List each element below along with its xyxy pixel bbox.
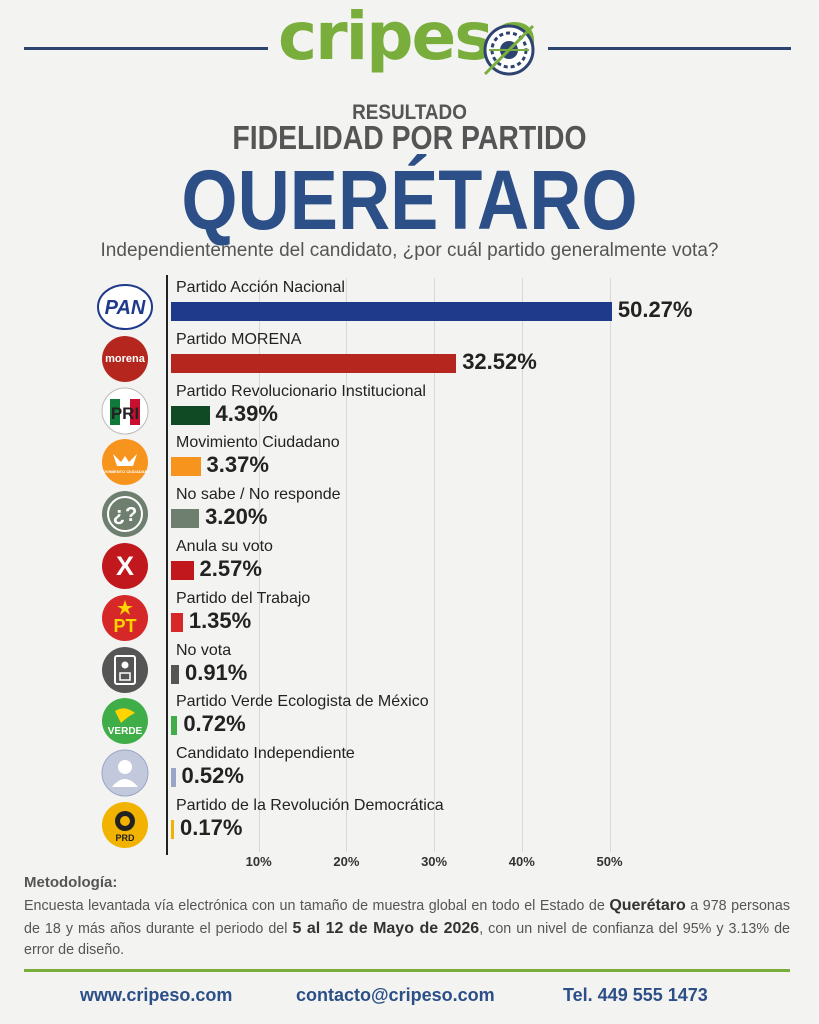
y-axis-line: [166, 275, 168, 855]
pretitle: RESULTADO: [352, 101, 467, 124]
svg-text:X: X: [116, 551, 134, 581]
svg-text:PT: PT: [113, 616, 136, 636]
category-label: Partido Revolucionario Institucional: [176, 382, 426, 400]
bar-row: VERDE Partido Verde Ecologista de México 0…: [0, 693, 819, 749]
prd-logo-icon: PRD: [101, 801, 149, 849]
bar-row: PAN Partido Acción Nacional 50.27%: [0, 279, 819, 335]
svg-text:morena: morena: [105, 353, 146, 365]
svg-text:MOVIMIENTO CIUDADANO: MOVIMIENTO CIUDADANO: [101, 469, 149, 474]
bar-row: MOVIMIENTO CIUDADANO Movimiento Ciudadano…: [0, 434, 819, 490]
x-tick-label: 50%: [596, 854, 623, 869]
bar-row: ¿? No sabe / No responde 3.20%: [0, 486, 819, 542]
bar-row: PRD Partido de la Revolución Democrática 0…: [0, 797, 819, 853]
bar: [171, 820, 174, 839]
value-label: 1.35%: [188, 607, 252, 633]
person-icon: [101, 749, 149, 797]
methodology-text-3: , con un nivel de confianza del 95% y 3.…: [24, 920, 791, 959]
category-label: Partido Acción Nacional: [176, 279, 345, 296]
target-icon: [483, 24, 535, 76]
value-label: 3.20%: [205, 504, 268, 530]
svg-text:PAN: PAN: [105, 297, 146, 319]
footer-rule: [24, 969, 790, 972]
value-label: 2.57%: [199, 556, 262, 581]
bar-row: X Anula su voto 2.57%: [0, 538, 819, 594]
category-label: Anula su voto: [176, 538, 273, 555]
category-label: Candidato Independiente: [176, 745, 355, 763]
value-label: 3.37%: [206, 452, 269, 478]
gridline: [521, 278, 523, 852]
value-label: 0.72%: [183, 711, 246, 737]
category-label: Partido de la Revolución Democrática: [176, 797, 444, 814]
cross-icon: X: [101, 542, 149, 590]
bar-row: morena Partido MORENA 32.52%: [0, 331, 819, 387]
bar: [171, 302, 612, 321]
footer-website-link[interactable]: www.cripeso.com: [80, 985, 233, 1005]
bar-row: PRI Partido Revolucionario Institucional 4…: [0, 383, 819, 439]
bar-row: PT Partido del Trabajo 1.35%: [0, 590, 819, 646]
bar: [171, 612, 183, 632]
survey-question: Independientemente del candidato, ¿por c…: [100, 240, 719, 261]
methodology-text-1: Encuesta levantada vía electrónica con u…: [24, 897, 605, 914]
category-label: Partido MORENA: [176, 330, 302, 348]
pri-logo-icon: PRI: [101, 387, 149, 435]
gridline: [609, 278, 611, 852]
x-tick-label: 20%: [333, 854, 360, 869]
cripeso-logo: cripeso: [278, 4, 540, 88]
methodology-state: Querétaro: [609, 896, 686, 914]
category-label: Movimiento Ciudadano: [176, 434, 340, 452]
methodology: Metodología: Encuesta levantada vía elec…: [24, 872, 790, 961]
bar-row: Candidato Independiente 0.52%: [0, 745, 819, 801]
pt-logo-icon: PT: [101, 594, 149, 642]
bar: [171, 768, 176, 788]
bar: [171, 353, 457, 373]
value-label: 50.27%: [617, 297, 693, 322]
x-tick-label: 10%: [245, 854, 272, 869]
footer-phone: Tel. 449 555 1473: [563, 985, 708, 1005]
value-label: 0.17%: [180, 815, 243, 840]
bar: [171, 561, 194, 580]
bar: [171, 405, 210, 425]
svg-text:PRD: PRD: [115, 833, 135, 843]
verde-logo-icon: VERDE: [101, 697, 149, 745]
bar: [171, 509, 200, 529]
bar: [171, 716, 178, 736]
methodology-period: 5 al 12 de Mayo de 2026: [292, 919, 480, 937]
gridline: [434, 278, 436, 852]
gridline: [346, 278, 348, 852]
methodology-text-2: a 978 personas de 18 y más años durante …: [24, 897, 790, 937]
category-label: No sabe / No responde: [176, 486, 341, 504]
bar: [171, 457, 201, 477]
svg-text:PRI: PRI: [111, 404, 139, 423]
ballot-icon: [101, 646, 149, 694]
x-tick-label: 40%: [508, 854, 535, 869]
value-label: 0.52%: [181, 763, 244, 789]
header-rule-right: [548, 47, 791, 50]
bar: [171, 664, 179, 684]
pan-logo-icon: PAN: [97, 283, 153, 331]
x-tick-label: 30%: [421, 854, 448, 869]
bar-row: No vota 0.91%: [0, 642, 819, 698]
svg-text:¿?: ¿?: [113, 504, 137, 526]
header-rule-left: [24, 47, 268, 50]
svg-text:VERDE: VERDE: [108, 726, 143, 737]
value-label: 0.91%: [184, 659, 248, 685]
value-label: 32.52%: [462, 348, 537, 374]
category-label: Partido Verde Ecologista de México: [176, 693, 429, 711]
footer-email-link[interactable]: contacto@cripeso.com: [296, 985, 495, 1005]
question-icon: ¿?: [101, 490, 149, 538]
category-label: No vota: [176, 641, 232, 659]
category-label: Partido del Trabajo: [176, 589, 311, 607]
page-title: FIDELIDAD POR PARTIDO: [232, 119, 587, 156]
methodology-title: Metodología:: [24, 874, 118, 891]
morena-logo-icon: morena: [101, 335, 149, 383]
mc-logo-icon: MOVIMIENTO CIUDADANO: [99, 438, 151, 486]
value-label: 4.39%: [215, 400, 278, 426]
state-title: QUERÉTARO: [181, 153, 638, 247]
gridline: [258, 278, 260, 852]
